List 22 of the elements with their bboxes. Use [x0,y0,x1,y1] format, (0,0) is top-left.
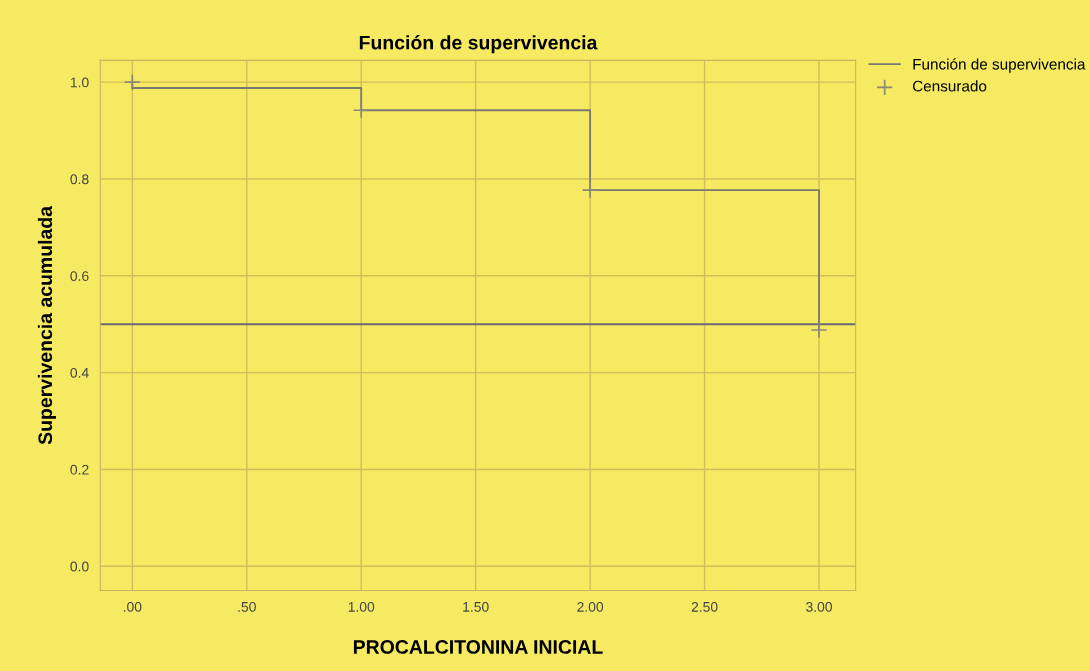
x-axis-title: PROCALCITONINA INICIAL [353,640,603,654]
point [352,101,370,119]
y-tick-label: 0.2 [70,464,89,475]
x-tick-label: .00 [123,601,142,612]
y-tick-label: 0.6 [70,271,89,281]
point [581,181,599,199]
x-tick-label: 2.00 [577,601,604,612]
x-tick-label: 1.50 [463,601,489,612]
y-tick-label: 1.0 [70,77,89,88]
y-tick-label: 0.4 [70,367,89,378]
y-tick-label: 0.8 [70,174,89,185]
legend-label: Función de supervivencia [913,58,1086,73]
x-tick-label: .50 [238,601,256,612]
y-tick-label: 0.0 [70,561,89,572]
x-tick-label: 2.50 [691,601,718,612]
y-axis-title: Supervivencia acumulada [37,205,56,445]
point [810,321,828,339]
point [123,73,141,91]
chart-title: Función de supervivencia [359,35,598,54]
x-tick-label: 3.00 [806,601,832,612]
x-tick-label: 1.00 [348,601,375,612]
legend-label: Censurado [912,80,987,92]
